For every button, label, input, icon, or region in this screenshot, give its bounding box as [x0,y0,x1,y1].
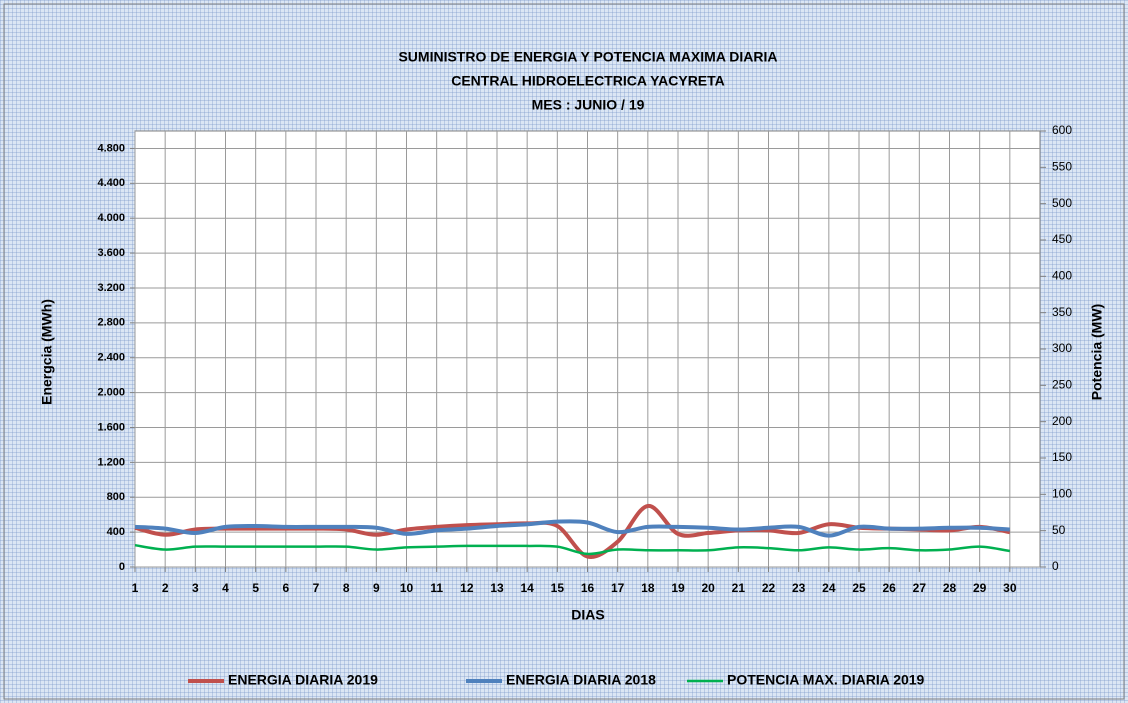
x-tick-label: 20 [701,581,715,595]
legend-label: ENERGIA DIARIA 2019 [228,672,378,688]
chart-border [3,3,1125,700]
x-tick-label: 5 [252,581,259,595]
title-line: CENTRAL HIDROELECTRICA YACYRETA [451,73,725,89]
x-axis-label: DIAS [571,607,604,623]
y-tick-label: 4.400 [97,177,125,189]
x-tick-label: 2 [162,581,169,595]
x-tick-label: 6 [282,581,289,595]
y-tick-label: 0 [119,561,125,573]
y2-tick-label: 100 [1052,487,1072,501]
y2-tick-label: 500 [1052,196,1072,210]
y-tick-label: 3.200 [97,282,125,294]
x-tick-label: 3 [192,581,199,595]
x-tick-label: 7 [313,581,320,595]
x-tick-label: 19 [671,581,685,595]
x-tick-label: 1 [132,581,139,595]
y-tick-label: 1.600 [97,421,125,433]
y2-tick-label: 150 [1052,450,1072,464]
series-line [134,519,1010,538]
y2-axis-label: Potencia (MW) [1089,304,1105,400]
x-tick-label: 27 [913,581,927,595]
title-line: SUMINISTRO DE ENERGIA Y POTENCIA MAXIMA … [398,49,777,65]
y2-tick-label: 200 [1052,414,1072,428]
x-tick-label: 29 [973,581,987,595]
y2-tick-label: 300 [1052,341,1072,355]
y-tick-label: 2.800 [97,317,125,329]
y2-tick-label: 400 [1052,269,1072,283]
x-tick-label: 28 [943,581,957,595]
x-tick-label: 13 [490,581,504,595]
y-tick-label: 1.200 [97,456,125,468]
x-tick-label: 21 [732,581,746,595]
x-tick-label: 11 [430,581,443,595]
x-tick-label: 9 [373,581,380,595]
x-tick-label: 10 [400,581,414,595]
x-tick-label: 30 [1003,581,1017,595]
legend-label: ENERGIA DIARIA 2018 [506,672,656,688]
series-line [134,543,1011,556]
x-tick-label: 14 [520,581,534,595]
x-tick-label: 22 [762,581,776,595]
x-tick-label: 25 [852,581,866,595]
y-tick-label: 4.000 [97,212,125,224]
y2-tick-label: 0 [1052,559,1059,573]
y-tick-label: 3.600 [97,247,125,259]
y2-tick-label: 600 [1052,123,1072,137]
y-tick-label: 2.000 [97,387,125,399]
y-tick-label: 2.400 [97,352,125,364]
title-line: MES : JUNIO / 19 [532,97,645,113]
y2-tick-label: 550 [1052,160,1072,174]
x-tick-label: 17 [611,581,625,595]
y-tick-label: 400 [107,526,125,538]
x-tick-label: 15 [551,581,565,595]
x-tick-label: 12 [460,581,474,595]
y2-tick-label: 50 [1052,523,1066,537]
x-tick-label: 26 [882,581,896,595]
x-tick-label: 16 [581,581,595,595]
y-tick-label: 4.800 [97,142,125,154]
y2-tick-label: 450 [1052,232,1072,246]
x-tick-label: 18 [641,581,655,595]
x-tick-label: 24 [822,581,836,595]
y-tick-label: 800 [107,491,125,503]
x-tick-label: 4 [222,581,229,595]
legend-label: POTENCIA MAX. DIARIA 2019 [727,672,925,688]
y2-tick-label: 350 [1052,305,1072,319]
x-tick-label: 8 [343,581,350,595]
x-tick-label: 23 [792,581,806,595]
y-axis-label: Energcia (MWh) [39,299,55,405]
y2-tick-label: 250 [1052,378,1072,392]
